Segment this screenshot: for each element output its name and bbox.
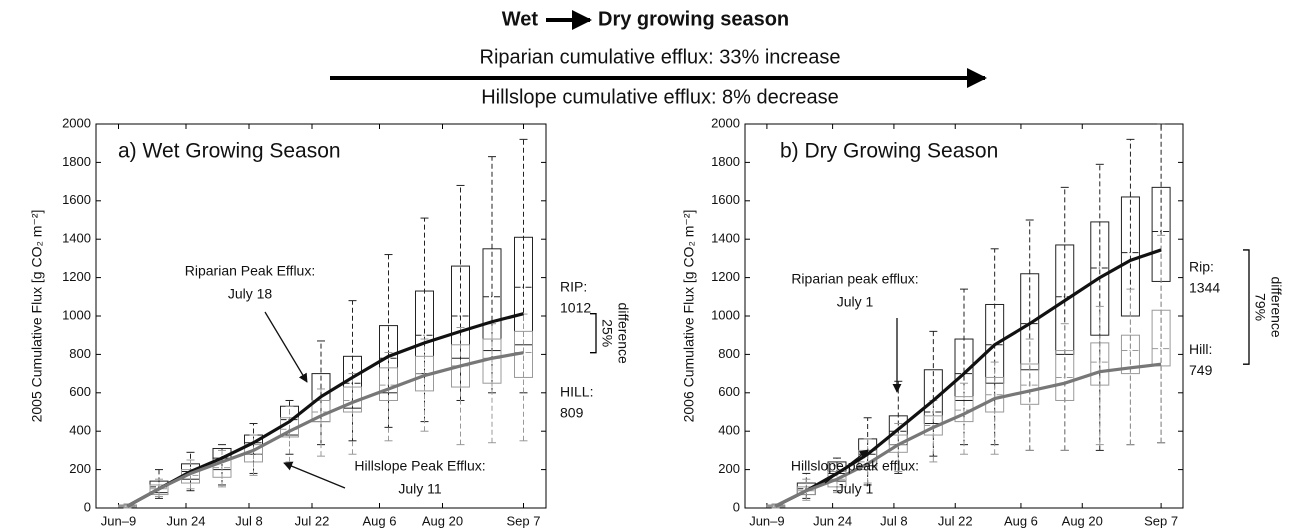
- y-tick-label: 200: [718, 461, 740, 476]
- annotation: Riparian peak efflux:: [791, 271, 918, 287]
- y-axis-label: 2005 Cumulative Flux [g CO₂ m⁻²]: [29, 210, 45, 423]
- y-tick-label: 800: [718, 346, 740, 361]
- end-label: Hill:: [1189, 341, 1212, 357]
- annotation: July 18: [228, 286, 273, 302]
- difference-label: 25%: [599, 319, 615, 347]
- annotation-arrow: [264, 311, 308, 383]
- y-tick-label: 1000: [62, 307, 91, 322]
- y-tick-label: 200: [69, 461, 91, 476]
- panel-title: b) Dry Growing Season: [780, 140, 998, 163]
- annotation: July 11: [398, 481, 442, 497]
- x-tick-label: Jul 8: [880, 513, 907, 528]
- header-hillslope: Hillslope cumulative efflux: 8% decrease: [481, 86, 839, 108]
- annotation-arrow: [283, 461, 346, 489]
- y-tick-label: 1400: [711, 231, 740, 246]
- end-value: 1012: [560, 299, 591, 315]
- box: [923, 369, 943, 425]
- y-tick-label: 1400: [62, 231, 91, 246]
- x-tick-label: Aug 6: [1004, 513, 1038, 528]
- end-value: 809: [560, 404, 584, 420]
- x-tick-label: Jul 22: [295, 513, 330, 528]
- box: [451, 265, 470, 359]
- x-tick-label: Jun 24: [166, 513, 205, 528]
- y-tick-label: 1200: [711, 269, 740, 284]
- end-label: HILL:: [560, 383, 593, 399]
- difference-bracket: [590, 313, 597, 354]
- box: [1120, 334, 1140, 375]
- difference-label: difference: [1268, 276, 1284, 337]
- series-line: [774, 362, 1162, 508]
- box: [1055, 244, 1075, 355]
- annotation: July 1: [837, 294, 874, 310]
- panels: 0200400600800100012001400160018002000Jun…: [29, 115, 1285, 528]
- panel-title: a) Wet Growing Season: [118, 140, 341, 163]
- series-line: [126, 351, 524, 508]
- x-tick-label: Sep 7: [1144, 513, 1178, 528]
- end-value: 1344: [1189, 280, 1220, 296]
- x-tick-label: Jul 8: [235, 513, 262, 528]
- y-tick-label: 600: [69, 384, 91, 399]
- box: [212, 459, 232, 478]
- x-tick-label: Jul 22: [938, 513, 973, 528]
- y-tick-label: 0: [84, 499, 91, 514]
- box: [1151, 309, 1171, 367]
- x-tick-label: Aug 20: [1062, 513, 1103, 528]
- box: [149, 484, 169, 496]
- x-tick-label: Aug 6: [363, 513, 397, 528]
- difference-label: difference: [615, 303, 631, 364]
- end-label: RIP:: [560, 278, 587, 294]
- y-tick-label: 0: [733, 499, 740, 514]
- annotation: Hillslope Peak Efflux:: [354, 458, 485, 474]
- annotation-arrow: [824, 449, 869, 484]
- series-line: [126, 312, 524, 508]
- box: [1090, 342, 1110, 386]
- difference-label: 79%: [1252, 293, 1268, 321]
- y-tick-label: 600: [718, 384, 740, 399]
- end-value: 749: [1189, 362, 1213, 378]
- header-from: Wet: [502, 8, 539, 30]
- annotation: July 1: [837, 481, 874, 497]
- y-tick-label: 2000: [62, 115, 91, 130]
- box: [985, 303, 1005, 384]
- y-tick-label: 400: [69, 423, 91, 438]
- y-axis-label: 2006 Cumulative Flux [g CO₂ m⁻²]: [681, 210, 697, 423]
- y-tick-label: 1800: [711, 154, 740, 169]
- end-label: Rip:: [1189, 259, 1214, 275]
- box: [954, 338, 974, 401]
- y-tick-label: 400: [718, 423, 740, 438]
- plot-frame: [95, 123, 547, 509]
- y-tick-label: 800: [69, 346, 91, 361]
- x-tick-label: Jun 24: [813, 513, 852, 528]
- annotation: Riparian Peak Efflux:: [185, 263, 315, 279]
- y-tick-label: 1600: [711, 192, 740, 207]
- x-tick-label: Jun–9: [749, 513, 784, 528]
- y-tick-label: 1200: [62, 269, 91, 284]
- header-to: Dry growing season: [598, 8, 789, 30]
- difference-bracket: [1243, 249, 1250, 365]
- y-tick-label: 1600: [62, 192, 91, 207]
- x-tick-label: Aug 20: [422, 513, 463, 528]
- y-tick-label: 2000: [711, 115, 740, 130]
- y-tick-label: 1800: [62, 154, 91, 169]
- annotation: Hillslope peak efflux:: [791, 458, 919, 474]
- box: [1020, 363, 1040, 405]
- y-tick-label: 1000: [711, 307, 740, 322]
- x-tick-label: Sep 7: [507, 513, 541, 528]
- box: [1090, 221, 1110, 336]
- box: [1055, 350, 1075, 401]
- x-tick-label: Jun–9: [101, 513, 136, 528]
- box: [888, 434, 908, 453]
- header-riparian: Riparian cumulative efflux: 33% increase: [480, 46, 841, 68]
